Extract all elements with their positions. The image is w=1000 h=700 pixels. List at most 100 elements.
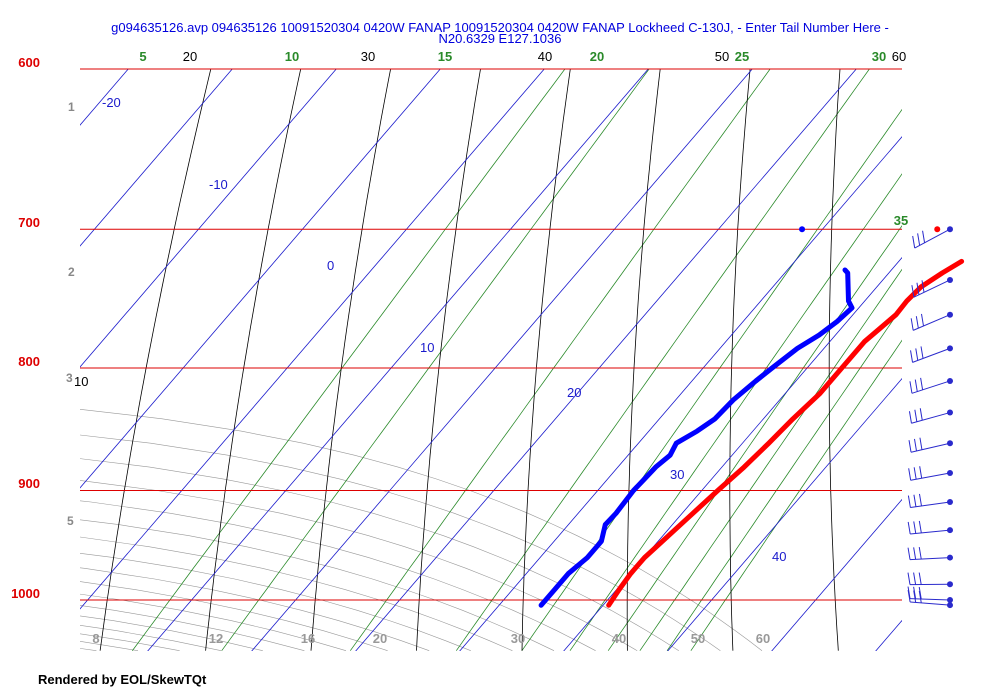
mixing-ratio-label-30: 30 bbox=[872, 49, 886, 64]
wind-barbs bbox=[907, 226, 953, 609]
moist-adiabat-line bbox=[0, 579, 1000, 651]
wind-barb-staff bbox=[912, 347, 951, 363]
dry-adiabat-label-20: 20 bbox=[183, 49, 197, 64]
moist-adiabat-line bbox=[80, 434, 721, 651]
moist-adiabat-label-12: 12 bbox=[209, 631, 223, 646]
mixing-ratio-line bbox=[131, 69, 566, 651]
dewpoint-trace bbox=[538, 267, 855, 608]
wind-barb-feather bbox=[918, 586, 922, 600]
mixing-ratio-label-15: 15 bbox=[438, 49, 452, 64]
moist-adiabat-label-20: 20 bbox=[373, 631, 387, 646]
isotherm-line bbox=[80, 69, 233, 247]
wind-barb-feather bbox=[916, 282, 920, 295]
isotherm-label-30: 30 bbox=[670, 467, 684, 482]
wind-barb-feather bbox=[907, 495, 911, 508]
mixing-ratio-line bbox=[666, 306, 902, 651]
dry-adiabat-line bbox=[310, 69, 392, 651]
wind-barb-feather bbox=[919, 437, 923, 450]
moist-adiabat-line bbox=[80, 500, 596, 651]
mixing-ratio-line bbox=[455, 69, 870, 651]
mixing-ratio-line bbox=[221, 69, 650, 651]
wind-barb bbox=[910, 311, 953, 331]
wind-barb-feather bbox=[909, 381, 913, 394]
wind-barb-feather bbox=[918, 546, 922, 560]
wind-barb-feather bbox=[907, 521, 911, 535]
isotherm-line bbox=[80, 69, 441, 489]
wind-barb-feather bbox=[922, 230, 926, 243]
wind-barb-feather bbox=[915, 316, 919, 329]
moist-adiabat-label-16: 16 bbox=[301, 631, 315, 646]
isotherm-label-10: 10 bbox=[420, 340, 434, 355]
isotherm-line bbox=[667, 377, 902, 651]
isotherm-line bbox=[355, 69, 857, 651]
wind-barb-feather bbox=[913, 467, 917, 480]
isotherm-line bbox=[875, 619, 902, 651]
wind-barb-feather bbox=[907, 572, 911, 585]
dry-adiabat-line bbox=[521, 69, 571, 651]
wind-barb-feather bbox=[918, 520, 922, 533]
mixing-ratio-line bbox=[690, 339, 902, 651]
wind-barb-feather bbox=[913, 521, 917, 534]
wind-barb-feather bbox=[908, 411, 912, 424]
moist-adiabat-label-40: 40 bbox=[612, 631, 626, 646]
wind-barb-feather bbox=[907, 547, 911, 560]
wind-barb-staff bbox=[912, 314, 951, 331]
pressure-label-900: 900 bbox=[18, 476, 40, 491]
wind-barb bbox=[907, 589, 953, 609]
wind-barb-staff bbox=[910, 442, 951, 453]
isotherm-line bbox=[459, 136, 902, 651]
wind-barb-feather bbox=[913, 572, 917, 585]
wind-barb-staff bbox=[911, 412, 951, 424]
isotherm-line bbox=[563, 257, 902, 651]
wind-barb bbox=[907, 546, 953, 561]
dry-adiabat-label-60: 60 bbox=[892, 49, 906, 64]
mixing-ratio-label-20: 20 bbox=[590, 49, 604, 64]
pressure-label-700: 700 bbox=[18, 215, 40, 230]
wind-barb bbox=[908, 408, 953, 424]
moist-adiabat-label-60: 60 bbox=[756, 631, 770, 646]
wind-barb bbox=[912, 226, 953, 249]
pressure-label-1000: 1000 bbox=[11, 586, 40, 601]
wind-barb bbox=[910, 345, 953, 363]
mixing-ratio-label-10: 10 bbox=[285, 49, 299, 64]
wind-barb-feather bbox=[914, 379, 918, 392]
dry-adiabat-label-50: 50 bbox=[715, 49, 729, 64]
moist-adiabat-line bbox=[80, 536, 513, 651]
moist-adiabat-label-8: 8 bbox=[92, 631, 99, 646]
isotherm-label-40: 40 bbox=[772, 549, 786, 564]
moist-adiabat-line bbox=[80, 633, 180, 651]
wind-barb-feather bbox=[918, 493, 922, 507]
dry-adiabat-line bbox=[416, 69, 481, 651]
wind-barb bbox=[909, 377, 953, 394]
dry-adiabat-label-10: 10 bbox=[74, 374, 88, 389]
wind-barb-feather bbox=[921, 280, 925, 293]
isotherm-line bbox=[80, 69, 337, 368]
dry-adiabat-line bbox=[926, 0, 944, 651]
moist-adiabat-line bbox=[0, 547, 1000, 651]
wind-barb-feather bbox=[913, 547, 917, 560]
wind-barb bbox=[908, 437, 953, 453]
wind-barb-staff bbox=[911, 380, 951, 394]
wind-barb-staff bbox=[910, 529, 951, 535]
mixing-ratio-label-5: 5 bbox=[139, 49, 146, 64]
mixing-ratio-label-25: 25 bbox=[735, 49, 749, 64]
moist-adiabat-line bbox=[0, 525, 1000, 651]
wind-barb-feather bbox=[920, 313, 924, 327]
wind-barb-feather bbox=[918, 572, 922, 585]
wind-barb-staff bbox=[913, 279, 951, 298]
wind-barb-feather bbox=[908, 440, 912, 453]
wind-barb bbox=[911, 276, 953, 298]
height-label-5: 5 bbox=[67, 514, 74, 528]
moist-adiabat-line bbox=[0, 455, 1000, 651]
mixing-ratio-label-35: 35 bbox=[894, 213, 908, 228]
isobars bbox=[80, 68, 902, 601]
temperature-trace bbox=[606, 258, 965, 608]
isotherm-line bbox=[251, 69, 753, 651]
height-label-3: 3 bbox=[66, 371, 73, 385]
chart-title-line2: N20.6329 E127.1036 bbox=[439, 31, 562, 46]
wind-barb-staff bbox=[910, 598, 951, 601]
wind-barb bbox=[907, 572, 953, 588]
wind-barb-staff bbox=[910, 557, 951, 561]
isotherm-label-0: 0 bbox=[327, 258, 334, 273]
